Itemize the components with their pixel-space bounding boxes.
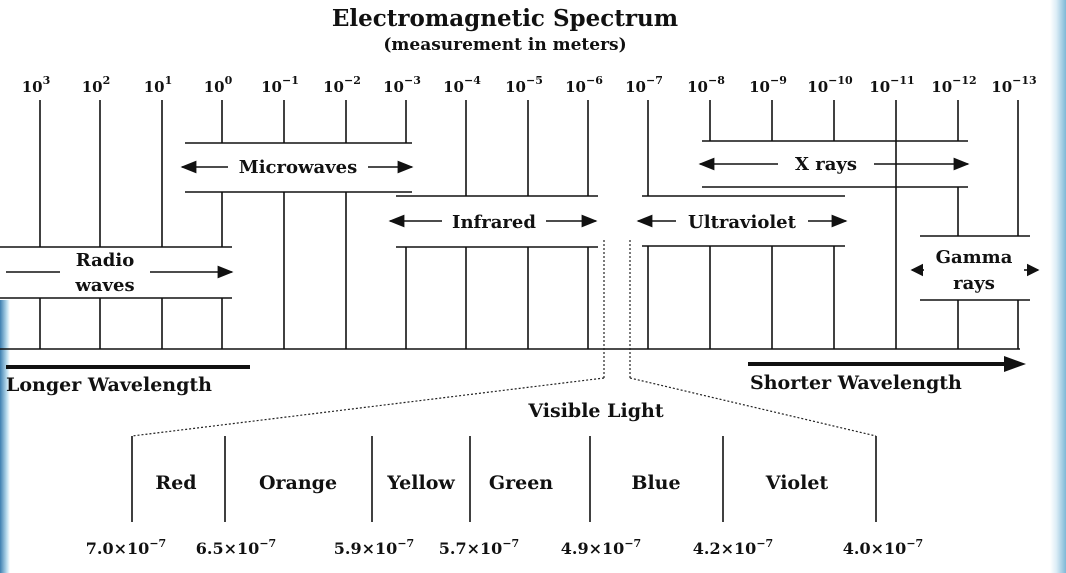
tick-label: 103 (22, 74, 51, 96)
tick-label: 10−12 (931, 74, 976, 96)
left-edge-decoration (0, 300, 10, 573)
color-label: Yellow (386, 472, 455, 494)
radio-label-line2: waves (74, 275, 134, 296)
xrays-label: X rays (795, 154, 857, 175)
wavelength-label: 4.9×10−7 (561, 537, 641, 558)
tick-label: 10−9 (749, 74, 787, 96)
wavelength-label: 4.0×10−7 (843, 537, 923, 558)
tick-label: 10−3 (383, 74, 421, 96)
color-label: Orange (259, 472, 337, 494)
tick-label: 10−11 (869, 74, 914, 96)
shorter-wavelength-label: Shorter Wavelength (750, 372, 962, 394)
tick-label: 10−5 (505, 74, 543, 96)
tick-labels: 103 102 101 100 10−1 10−2 10−3 10−4 10−5 10−6 10−7… (22, 74, 1037, 96)
tick-lines (39, 100, 1019, 247)
band-structure (0, 140, 1040, 378)
gamma-label-line2: rays (953, 273, 995, 294)
radio-label-line1: Radio (76, 250, 134, 271)
longer-wavelength-label: Longer Wavelength (6, 374, 212, 396)
tick-label: 10−10 (807, 74, 853, 96)
diagram-title: Electromagnetic Spectrum (332, 5, 678, 32)
band-labels: Microwaves X rays Infrared Ultraviolet R… (74, 154, 1012, 296)
wavelength-label: 7.0×10−7 (86, 537, 166, 558)
tick-label: 10−6 (565, 74, 603, 96)
tick-label: 10−1 (261, 74, 299, 96)
microwaves-label: Microwaves (239, 157, 357, 178)
color-label: Green (489, 472, 553, 494)
color-label: Violet (765, 472, 829, 494)
tick-label: 10−2 (323, 74, 361, 96)
wavelength-direction: Longer Wavelength Shorter Wavelength (6, 356, 1026, 396)
visible-light-section: Visible Light Red Orange Yellow Green Blue Vi… (86, 377, 923, 558)
tick-label: 102 (82, 74, 111, 96)
color-label: Red (155, 472, 196, 494)
wavelength-label: 5.7×10−7 (439, 537, 519, 558)
wavelength-labels: 7.0×10−7 6.5×10−7 5.9×10−7 5.7×10−7 4.9×10−7… (86, 537, 923, 558)
wavelength-label: 5.9×10−7 (334, 537, 414, 558)
tick-label: 10−8 (687, 74, 725, 96)
wavelength-label: 4.2×10−7 (693, 537, 773, 558)
diagram-subtitle: (measurement in meters) (383, 35, 626, 55)
right-edge-decoration (1050, 0, 1066, 573)
gamma-label-line1: Gamma (936, 247, 1013, 268)
tick-label: 101 (144, 74, 173, 96)
tick-label: 10−7 (625, 74, 663, 96)
color-label: Blue (631, 472, 680, 494)
visible-light-title: Visible Light (527, 400, 663, 422)
shorter-wavelength-arrowhead (1004, 356, 1026, 372)
wavelength-label: 6.5×10−7 (196, 537, 276, 558)
infrared-label: Infrared (452, 212, 536, 233)
tick-label: 10−4 (443, 74, 481, 96)
tick-label: 100 (204, 74, 233, 96)
ultraviolet-label: Ultraviolet (688, 212, 797, 233)
color-labels: Red Orange Yellow Green Blue Violet (155, 472, 828, 494)
tick-label: 10−13 (991, 74, 1036, 96)
